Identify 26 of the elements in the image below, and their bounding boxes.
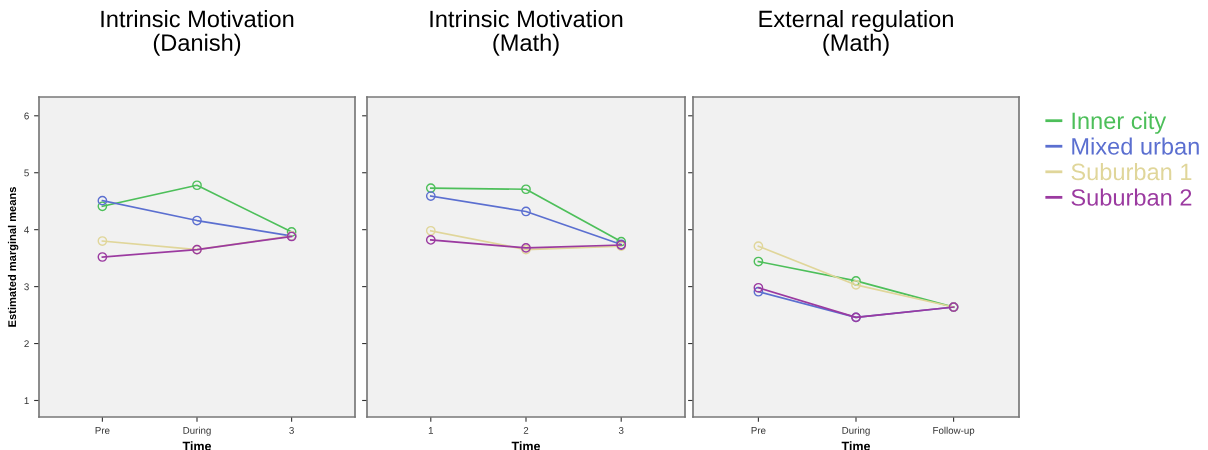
x-tick-label: 3: [289, 426, 294, 434]
y-axis-title: Estimated marginal means: [7, 187, 19, 327]
x-tick-label: 3: [618, 426, 624, 434]
legend-label: Suburban 2: [1071, 188, 1192, 206]
y-tick-label: 5: [24, 169, 29, 177]
legend-label: Mixed urban: [1072, 137, 1199, 155]
x-tick-label: During: [842, 426, 870, 436]
x-axis-title: Time: [841, 441, 871, 450]
x-axis-title: Time: [182, 441, 212, 450]
y-tick-label: 4: [24, 226, 29, 234]
x-tick-label: 2: [523, 426, 529, 434]
chart-title: External regulation (Math): [759, 10, 953, 56]
chart-title: Intrinsic Motivation (Math): [430, 10, 623, 56]
legend-label: Suburban 1: [1071, 162, 1192, 181]
x-tick-label: 1: [428, 427, 434, 434]
y-tick-label: 6: [24, 112, 29, 120]
y-tick-label: 2: [24, 340, 29, 348]
x-tick-label: Pre: [95, 427, 110, 434]
legend-label: Inner city: [1072, 111, 1167, 134]
y-tick-label: 3: [24, 283, 29, 291]
chart-title: Intrinsic Motivation (Danish): [101, 10, 294, 56]
x-tick-label: Pre: [751, 427, 766, 434]
x-tick-label: During: [183, 426, 211, 436]
x-axis-title: Time: [511, 441, 541, 450]
x-tick-label: Follow-up: [933, 426, 975, 436]
y-tick-label: 1: [24, 397, 29, 405]
